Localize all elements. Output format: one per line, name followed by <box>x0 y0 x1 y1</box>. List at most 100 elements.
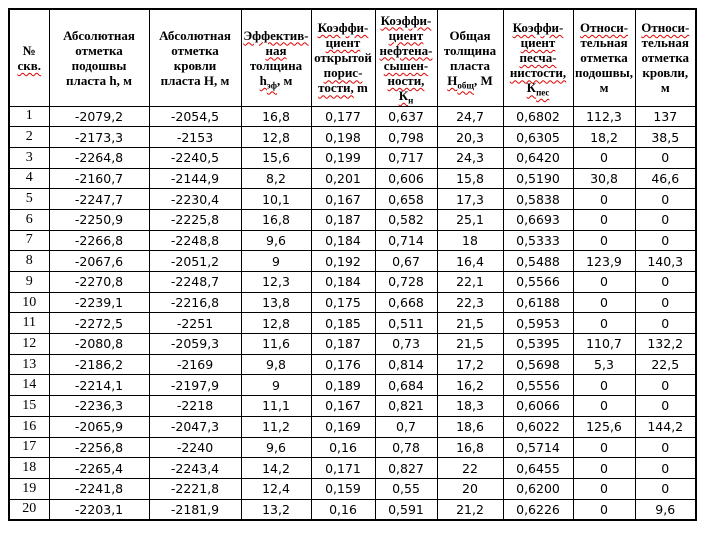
cell-abs-mark-top: -2047,3 <box>148 415 242 438</box>
header-text: нефтена- <box>379 42 433 58</box>
cell-abs-mark-top: -2248,7 <box>148 271 242 293</box>
cell-rel-mark-bottom: 112,3 <box>572 105 636 128</box>
cell-rel-mark-bottom: 0 <box>572 188 636 210</box>
cell-sandiness: 0,5395 <box>502 333 574 355</box>
cell-rel-mark-bottom: 0 <box>572 291 636 314</box>
header-line: циент <box>505 35 572 50</box>
header-line: толщина <box>439 43 502 58</box>
header-line: отметка <box>151 43 240 58</box>
header-text: циент <box>520 35 556 51</box>
cell-eff-thickness: 14,2 <box>240 457 312 479</box>
cell-open-porosity: 0,16 <box>310 498 376 521</box>
cell-open-porosity: 0,184 <box>310 229 376 252</box>
cell-open-porosity: 0,175 <box>310 291 376 314</box>
cell-rel-mark-top: 0 <box>634 188 697 210</box>
table-row: 5 -2247,7 -2230,4 10,1 0,167 0,658 17,3 0,5838 0… <box>8 188 697 210</box>
header-line: отметка <box>51 43 148 58</box>
cell-abs-mark-bottom: -2265,4 <box>48 457 150 479</box>
header-text: порис- <box>323 65 363 81</box>
cell-open-porosity: 0,177 <box>310 105 376 128</box>
cell-oil-saturation: 0,814 <box>374 353 438 376</box>
cell-abs-mark-bottom: -2079,2 <box>48 105 150 128</box>
header-text: ная <box>265 42 287 58</box>
cell-rel-mark-top: 0 <box>634 312 697 335</box>
cell-abs-mark-top: -2059,3 <box>148 333 242 355</box>
cell-oil-saturation: 0,798 <box>374 126 438 148</box>
cell-oil-saturation: 0,67 <box>374 250 438 272</box>
cell-oil-saturation: 0,714 <box>374 229 438 252</box>
cell-oil-saturation: 0,73 <box>374 333 438 355</box>
subscript: общ <box>457 80 474 90</box>
table-row: 7 -2266,8 -2248,8 9,6 0,184 0,714 18 0,5333 0 0 <box>8 229 697 252</box>
cell-abs-mark-top: -2221,8 <box>148 477 242 500</box>
cell-well-number: 6 <box>8 208 50 231</box>
cell-rel-mark-top: 0 <box>634 395 697 417</box>
cell-rel-mark-top: 0 <box>634 208 697 231</box>
cell-abs-mark-bottom: -2247,7 <box>48 188 150 210</box>
cell-sandiness: 0,6066 <box>502 395 574 417</box>
cell-oil-saturation: 0,78 <box>374 436 438 459</box>
cell-rel-mark-bottom: 0 <box>572 498 636 521</box>
cell-total-thickness: 22 <box>436 457 504 479</box>
header-text: подошвы <box>71 57 127 73</box>
cell-open-porosity: 0,159 <box>310 477 376 500</box>
cell-rel-mark-bottom: 0 <box>572 271 636 293</box>
table-row: 9 -2270,8 -2248,7 12,3 0,184 0,728 22,1 0,5566 0… <box>8 271 697 293</box>
header-line: тельная <box>575 35 634 50</box>
column-header-well-number: № скв. <box>8 8 50 107</box>
subscript: эф <box>267 80 277 90</box>
cell-rel-mark-bottom: 0 <box>572 395 636 417</box>
cell-total-thickness: 21,5 <box>436 312 504 335</box>
header-text: Коэффи- <box>317 20 369 36</box>
cell-eff-thickness: 10,1 <box>240 188 312 210</box>
cell-total-thickness: 17,3 <box>436 188 504 210</box>
cell-abs-mark-top: -2054,5 <box>148 105 242 128</box>
header-text: тельная <box>641 35 689 51</box>
header-line: нефтена- <box>377 43 436 58</box>
cell-abs-mark-bottom: -2236,3 <box>48 395 150 417</box>
header-line: Коэффи- <box>377 13 436 28</box>
cell-abs-mark-top: -2218 <box>148 395 242 417</box>
header-text: , м <box>276 72 293 88</box>
table-row: 12 -2080,8 -2059,3 11,6 0,187 0,73 21,5 0,5395 1… <box>8 333 697 355</box>
cell-sandiness: 0,5333 <box>502 229 574 252</box>
cell-abs-mark-top: -2153 <box>148 126 242 148</box>
cell-open-porosity: 0,201 <box>310 167 376 190</box>
header-row: № скв. Абсолютная отметка подошвы пласта h, м… <box>8 8 697 107</box>
cell-rel-mark-bottom: 0 <box>572 436 636 459</box>
header-text: , М <box>473 72 493 88</box>
cell-open-porosity: 0,16 <box>310 436 376 459</box>
cell-total-thickness: 15,8 <box>436 167 504 190</box>
header-line: № <box>11 43 48 58</box>
cell-eff-thickness: 11,1 <box>240 395 312 417</box>
cell-abs-mark-bottom: -2067,6 <box>48 250 150 272</box>
table-row: 13 -2186,2 -2169 9,8 0,176 0,814 17,2 0,5698 5,3… <box>8 353 697 376</box>
table-row: 14 -2214,1 -2197,9 9 0,189 0,684 16,2 0,5556 0 0 <box>8 374 697 397</box>
data-table: № скв. Абсолютная отметка подошвы пласта h, м… <box>8 8 697 521</box>
header-line: ности, <box>377 73 436 88</box>
table-row: 18 -2265,4 -2243,4 14,2 0,171 0,827 22 0,6455 0 0 <box>8 457 697 479</box>
cell-eff-thickness: 9,6 <box>240 229 312 252</box>
column-header-sandiness: Коэффи-циент песча-нистости, Кпес <box>502 8 574 107</box>
header-line: Абсолютная <box>151 28 240 43</box>
header-line: порис- <box>313 65 374 80</box>
cell-open-porosity: 0,167 <box>310 395 376 417</box>
cell-eff-thickness: 8,2 <box>240 167 312 190</box>
cell-eff-thickness: 12,3 <box>240 271 312 293</box>
header-text: м <box>599 80 609 96</box>
cell-oil-saturation: 0,668 <box>374 291 438 314</box>
cell-open-porosity: 0,176 <box>310 353 376 376</box>
cell-oil-saturation: 0,821 <box>374 395 438 417</box>
cell-well-number: 2 <box>8 126 50 148</box>
cell-well-number: 9 <box>8 271 50 293</box>
cell-abs-mark-bottom: -2080,8 <box>48 333 150 355</box>
cell-sandiness: 0,6188 <box>502 291 574 314</box>
header-text: m <box>353 80 368 96</box>
cell-oil-saturation: 0,717 <box>374 146 438 169</box>
cell-open-porosity: 0,189 <box>310 374 376 397</box>
cell-total-thickness: 20 <box>436 477 504 500</box>
cell-abs-mark-top: -2144,9 <box>148 167 242 190</box>
subscript: н <box>408 96 413 105</box>
cell-open-porosity: 0,167 <box>310 188 376 210</box>
header-text: Коэффи- <box>512 20 564 36</box>
